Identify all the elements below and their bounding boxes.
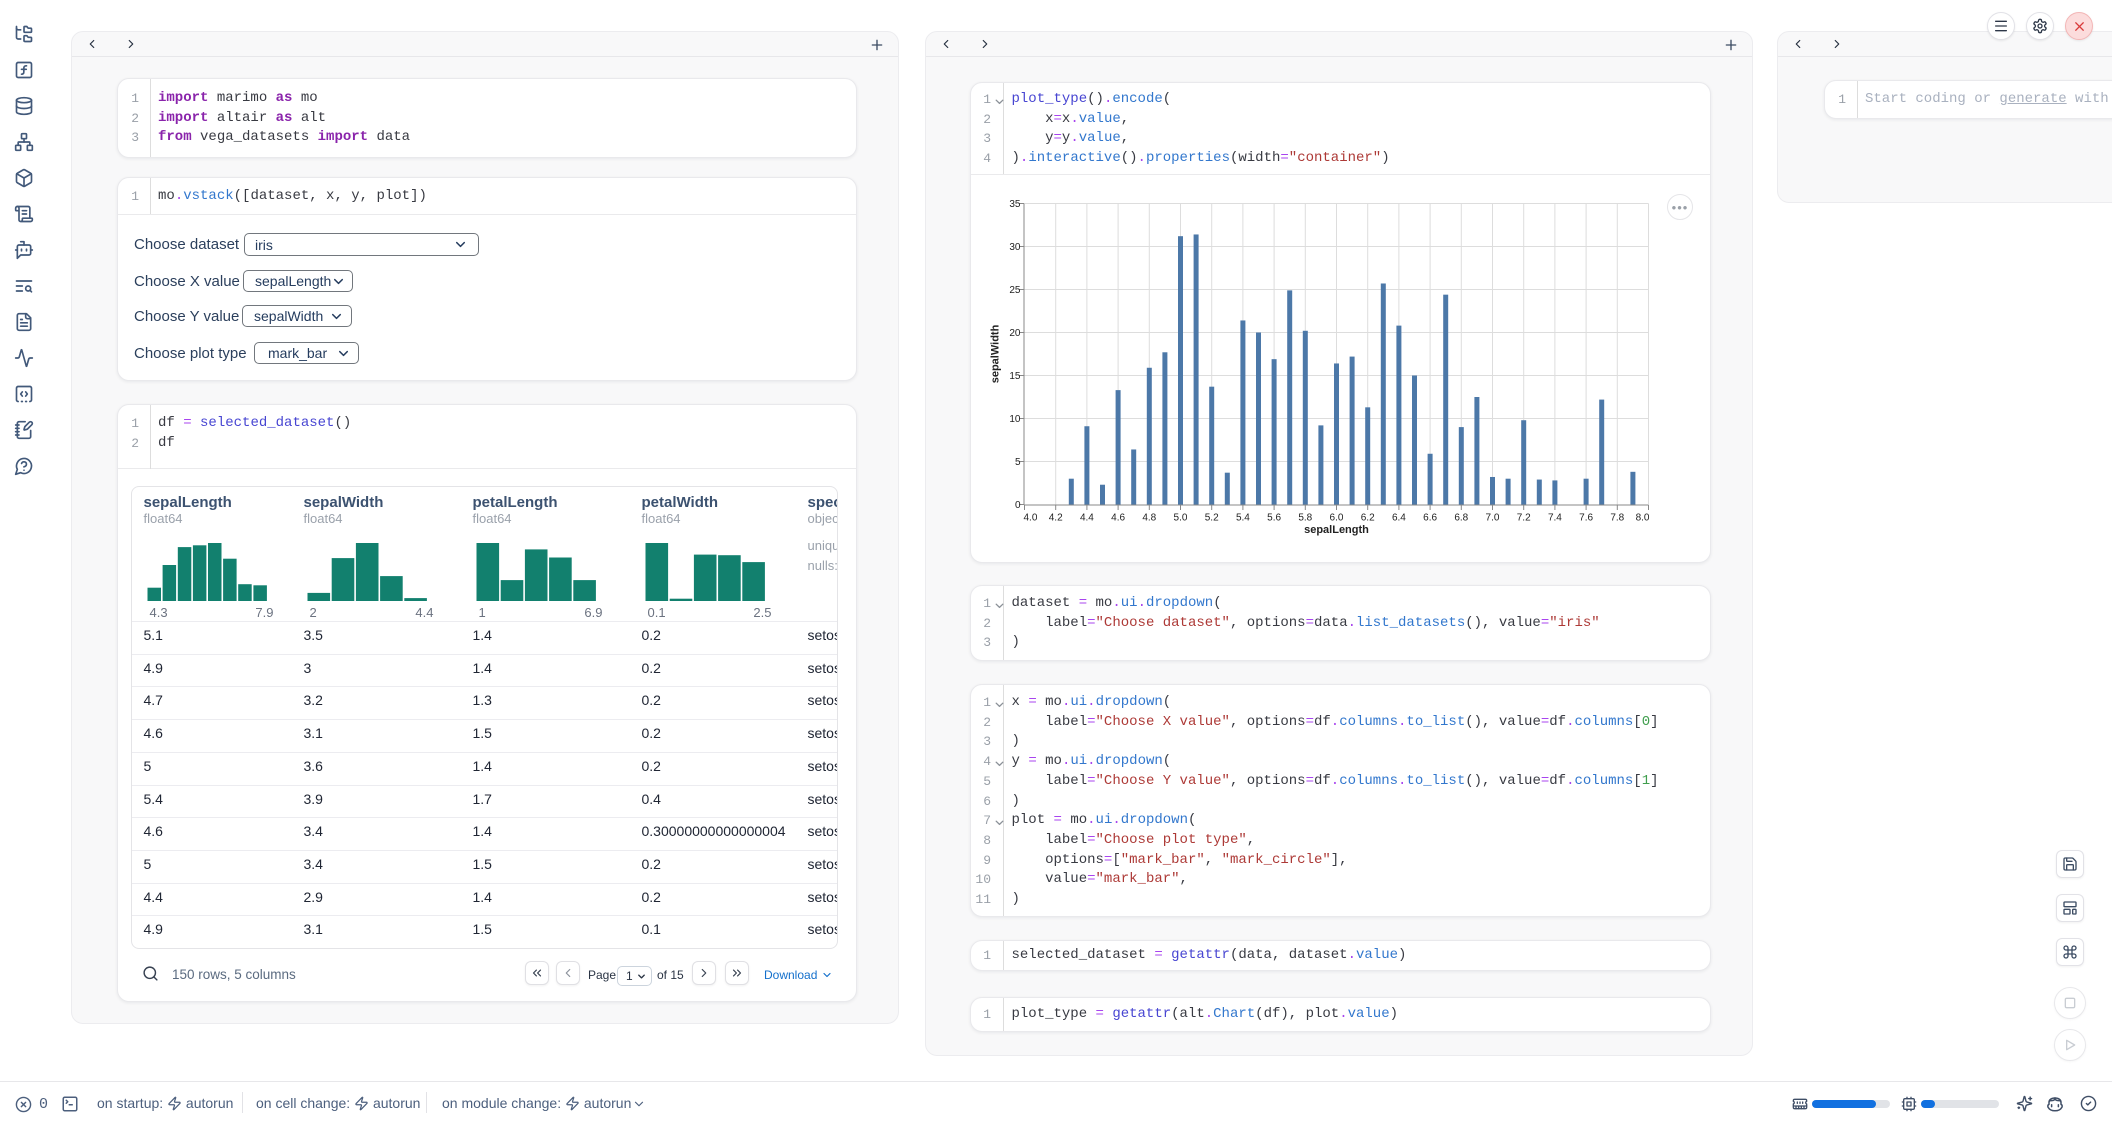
svg-text:25: 25 [1009,285,1021,296]
svg-text:7.0: 7.0 [1486,513,1500,524]
svg-text:7.6: 7.6 [1579,513,1593,524]
svg-text:7.8: 7.8 [1610,513,1624,524]
svg-text:8.0: 8.0 [1636,513,1650,524]
svg-text:6.0: 6.0 [1330,513,1344,524]
svg-text:7.4: 7.4 [1548,513,1562,524]
svg-text:6.6: 6.6 [1423,513,1437,524]
svg-text:10: 10 [1009,414,1021,425]
svg-text:6.2: 6.2 [1361,513,1375,524]
svg-text:5.8: 5.8 [1298,513,1312,524]
svg-text:5.0: 5.0 [1174,513,1188,524]
svg-text:5.6: 5.6 [1267,513,1281,524]
svg-text:30: 30 [1009,242,1021,253]
svg-text:6.8: 6.8 [1454,513,1468,524]
svg-text:4.8: 4.8 [1142,513,1156,524]
svg-text:5.4: 5.4 [1236,513,1250,524]
svg-text:4.4: 4.4 [1080,513,1094,524]
svg-text:5.2: 5.2 [1205,513,1219,524]
svg-text:15: 15 [1009,371,1021,382]
svg-text:sepalWidth: sepalWidth [990,324,1002,383]
svg-text:4.6: 4.6 [1111,513,1125,524]
svg-text:sepalLength: sepalLength [1304,524,1369,536]
svg-text:7.2: 7.2 [1517,513,1531,524]
svg-text:0: 0 [1015,500,1021,511]
svg-text:35: 35 [1009,199,1021,210]
svg-text:4.2: 4.2 [1049,513,1063,524]
svg-text:5: 5 [1015,457,1021,468]
svg-text:6.4: 6.4 [1392,513,1406,524]
svg-text:20: 20 [1009,328,1021,339]
svg-text:4.0: 4.0 [1024,513,1038,524]
